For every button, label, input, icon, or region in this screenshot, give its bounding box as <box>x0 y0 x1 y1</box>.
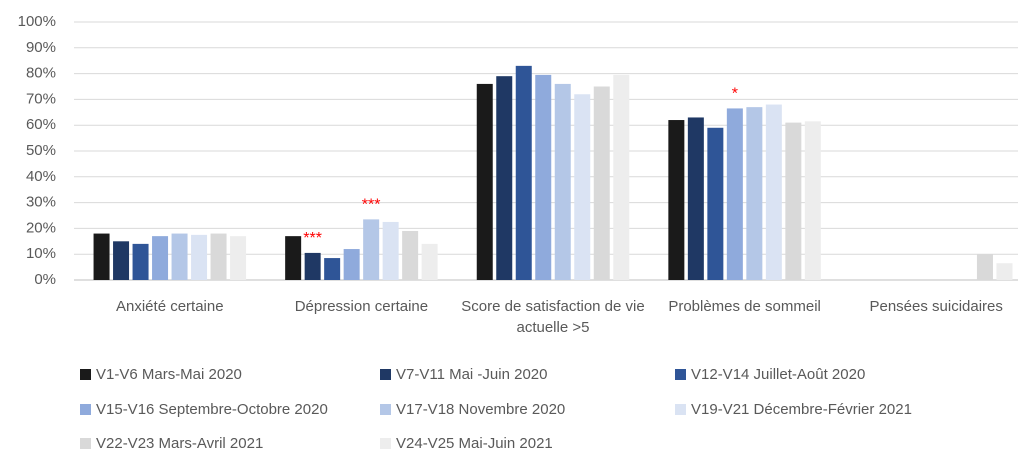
legend-swatch <box>380 438 391 449</box>
x-tick-label: Dépression certaine <box>294 298 429 315</box>
y-tick-label: 100% <box>18 13 56 30</box>
bar <box>191 234 208 280</box>
bar <box>113 241 130 280</box>
legend-label: V1-V6 Mars-Mai 2020 <box>96 366 242 383</box>
bar <box>132 243 149 280</box>
bar <box>668 120 685 280</box>
bar <box>535 74 552 280</box>
legend-label: V24-V25 Mai-Juin 2021 <box>396 435 553 452</box>
y-tick-label: 10% <box>26 245 56 262</box>
bar <box>285 236 302 280</box>
bar <box>343 249 360 280</box>
x-tick-label: Pensées suicidaires <box>869 298 1003 315</box>
legend-swatch <box>675 369 686 380</box>
legend-swatch <box>80 369 91 380</box>
bar <box>402 230 419 280</box>
bar <box>746 107 763 280</box>
significance-annotation: *** <box>303 230 322 247</box>
significance-annotation: *** <box>362 197 381 214</box>
legend-swatch <box>80 438 91 449</box>
bar <box>996 263 1013 280</box>
bar <box>687 117 704 281</box>
y-tick-label: 90% <box>26 39 56 56</box>
bar <box>574 94 591 281</box>
y-tick-label: 30% <box>26 194 56 211</box>
y-tick-label: 0% <box>34 271 56 288</box>
legend-swatch <box>380 369 391 380</box>
y-tick-label: 50% <box>26 142 56 159</box>
legend-label: V12-V14 Juillet-Août 2020 <box>691 366 865 383</box>
legend-swatch <box>80 404 91 415</box>
bar <box>476 83 493 280</box>
y-tick-label: 80% <box>26 65 56 82</box>
x-tick-label: Problèmes de sommeil <box>668 298 821 315</box>
y-tick-label: 40% <box>26 168 56 185</box>
bar <box>210 233 227 280</box>
bar <box>152 236 169 280</box>
bar <box>726 108 743 281</box>
bar <box>515 65 532 280</box>
legend-label: V7-V11 Mai -Juin 2020 <box>396 366 547 383</box>
bar <box>496 76 513 281</box>
x-tick-label: Anxiété certaine <box>116 298 224 315</box>
legend-label: V15-V16 Septembre-Octobre 2020 <box>96 401 328 418</box>
bar <box>382 221 399 280</box>
bar <box>324 258 341 280</box>
bar <box>363 219 380 280</box>
bar <box>785 122 802 281</box>
y-tick-label: 70% <box>26 90 56 107</box>
y-tick-label: 20% <box>26 219 56 236</box>
bar <box>554 83 571 280</box>
bar <box>765 104 782 280</box>
legend-swatch <box>380 404 391 415</box>
bar <box>976 254 993 280</box>
legend-label: V17-V18 Novembre 2020 <box>396 401 565 418</box>
bar <box>804 121 821 280</box>
legend-label: V22-V23 Mars-Avril 2021 <box>96 435 263 452</box>
bar <box>593 86 610 280</box>
legend-swatch <box>675 404 686 415</box>
bar <box>613 74 630 280</box>
bar <box>171 233 188 280</box>
y-tick-label: 60% <box>26 116 56 133</box>
significance-annotation: * <box>732 86 738 103</box>
bar <box>707 127 724 280</box>
legend-label: V19-V21 Décembre-Février 2021 <box>691 401 912 418</box>
bar <box>421 243 438 280</box>
bar <box>230 236 247 280</box>
bar <box>93 233 110 280</box>
x-tick-label: Score de satisfaction de vie actuelle >5 <box>461 298 645 336</box>
bar <box>304 252 321 280</box>
